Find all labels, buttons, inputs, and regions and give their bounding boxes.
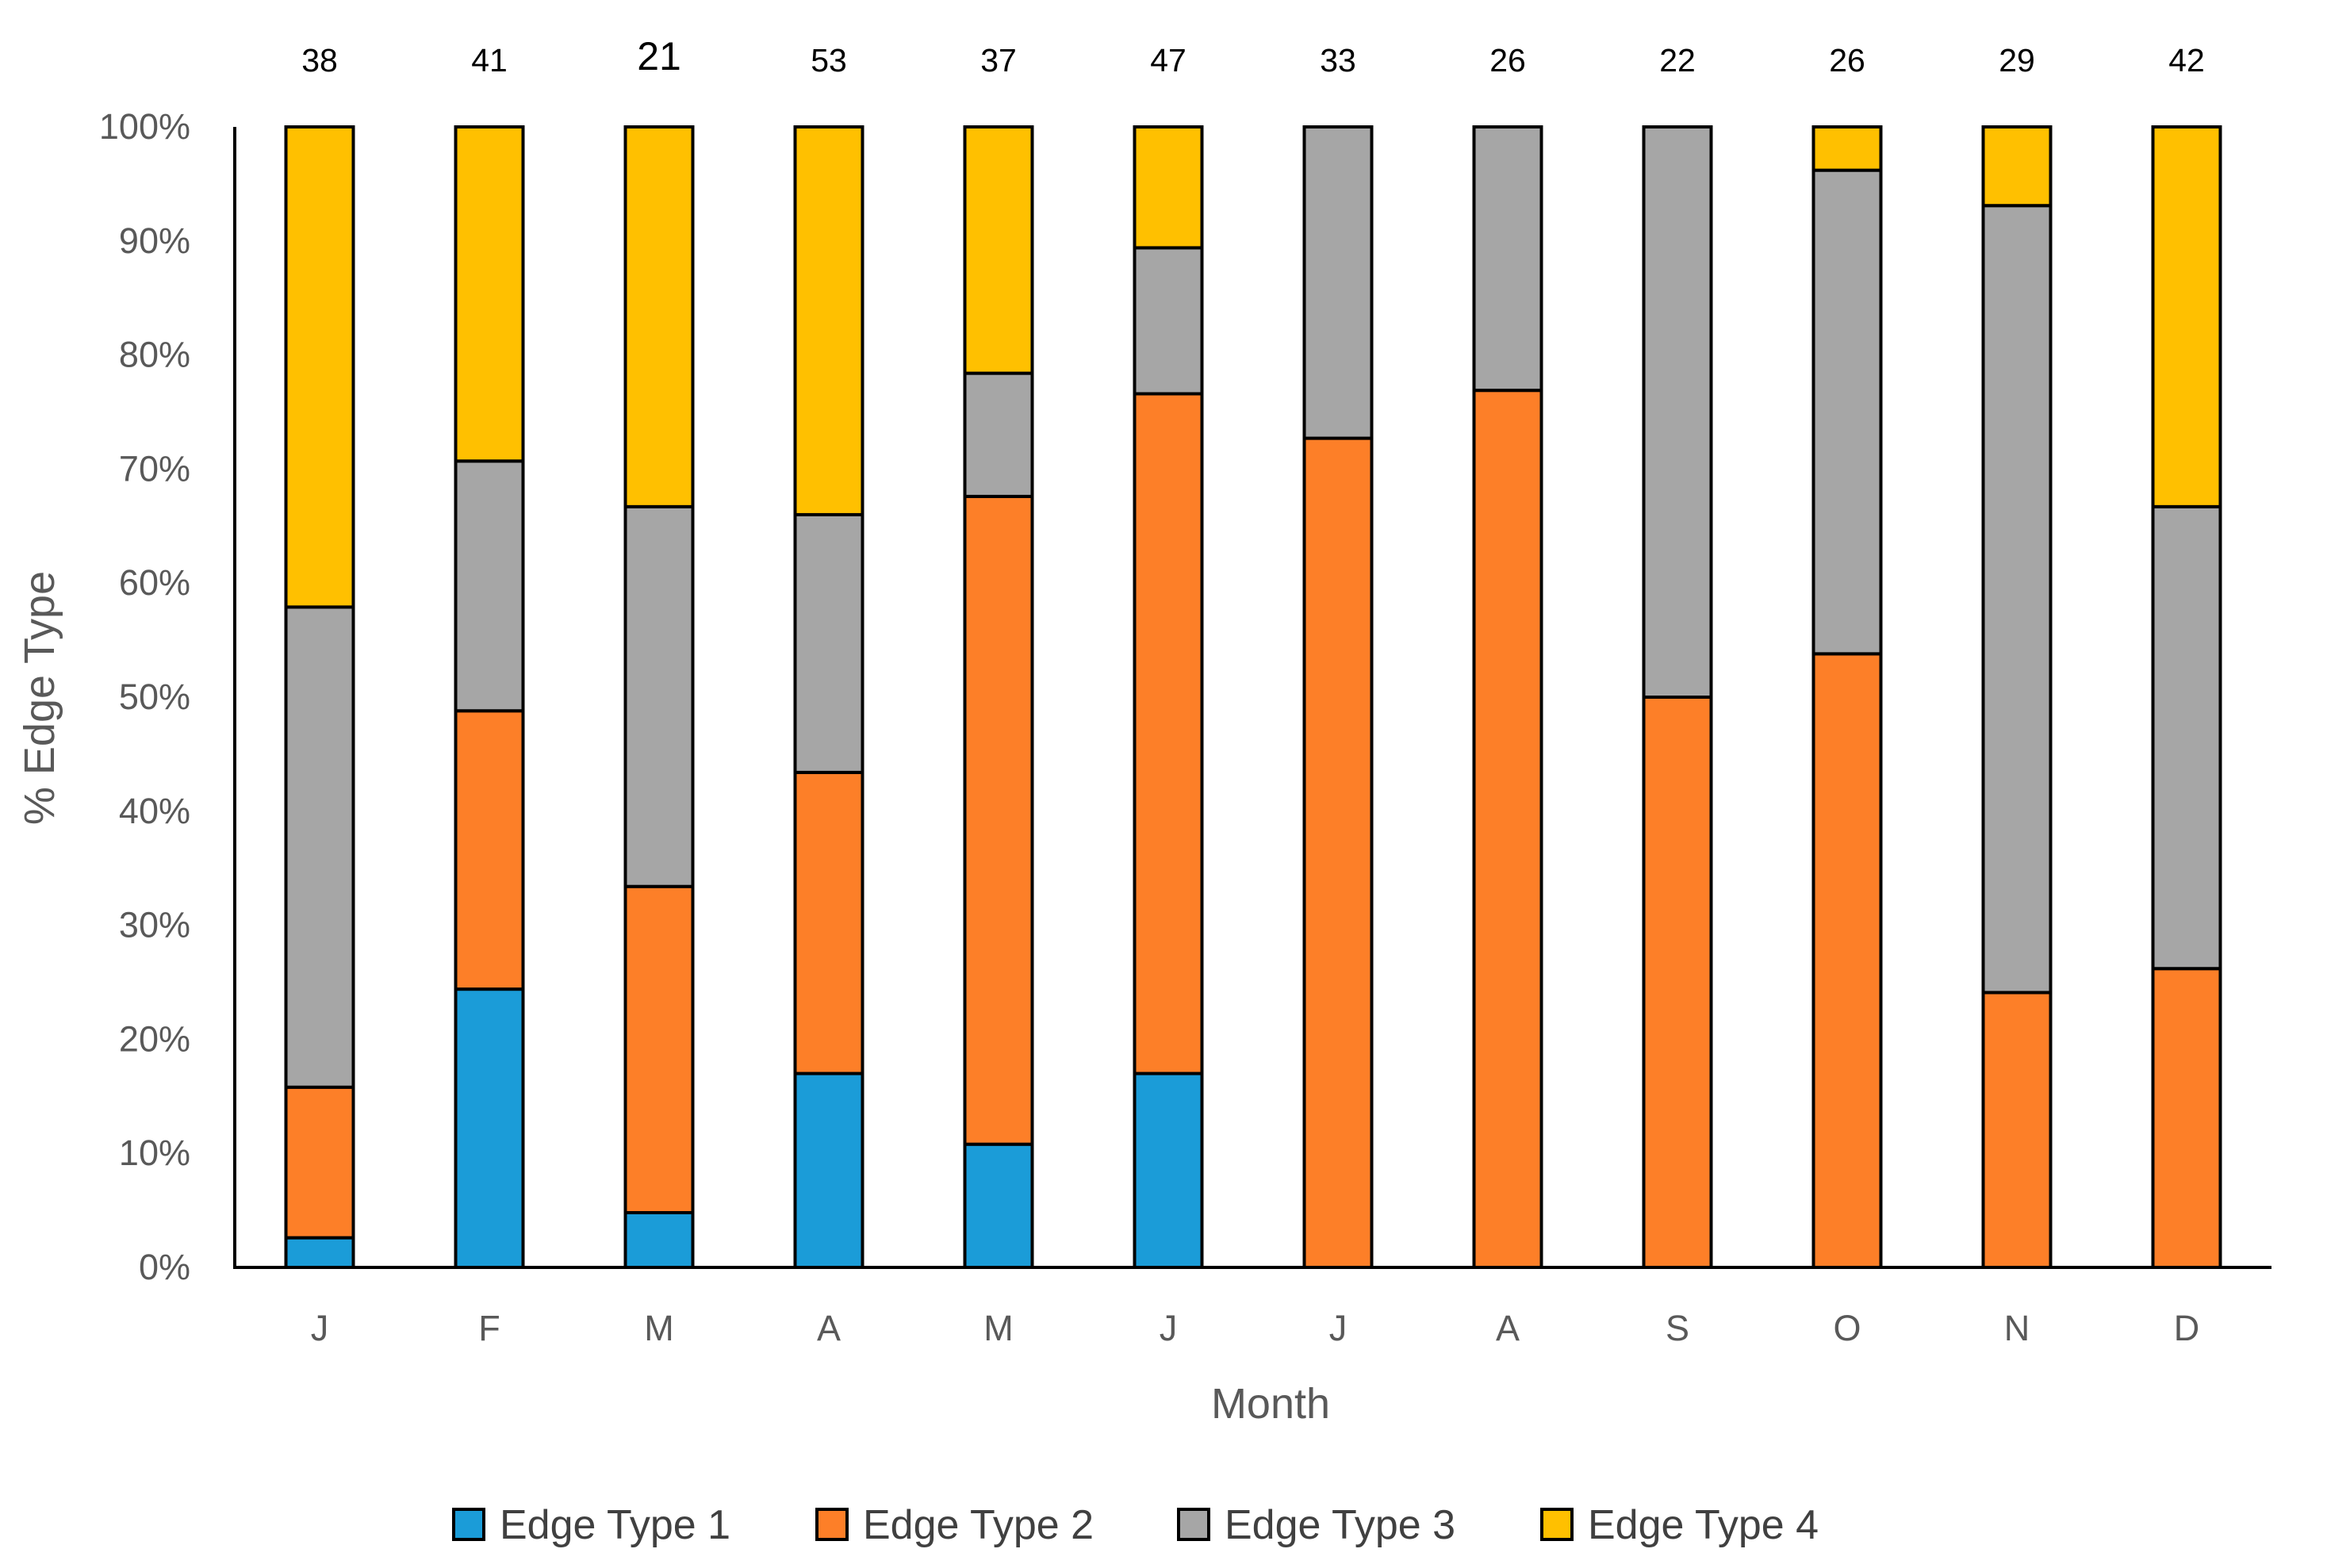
bar-segment-type-4 — [454, 125, 525, 463]
bar-segment-type-3 — [1472, 125, 1543, 393]
bar-segment-type-1 — [284, 1236, 355, 1270]
bar-segment-type-2 — [1472, 389, 1543, 1270]
bar-segment-type-2 — [793, 770, 864, 1075]
x-axis-title: Month — [1211, 1380, 1330, 1428]
y-tick-label: 100% — [99, 106, 190, 147]
x-tick-label: J — [1329, 1308, 1348, 1348]
legend-label-type-2: Edge Type 2 — [863, 1502, 1094, 1548]
sample-size-label: 26 — [1489, 42, 1526, 79]
sample-size-label: 38 — [301, 42, 338, 79]
y-tick-label: 30% — [119, 905, 190, 945]
bar-segment-type-1 — [454, 987, 525, 1270]
y-tick-label: 70% — [119, 448, 190, 489]
y-tick-label: 40% — [119, 791, 190, 831]
y-axis-title: % Edge Type — [16, 571, 63, 825]
legend-label-type-4: Edge Type 4 — [1588, 1502, 1819, 1548]
bar-segment-type-2 — [2151, 967, 2222, 1270]
y-tick-label: 50% — [119, 677, 190, 717]
bar-segment-type-2 — [1302, 436, 1374, 1269]
legend-swatch-type-1 — [452, 1508, 485, 1541]
bar-segment-type-4 — [1981, 125, 2053, 208]
bar-segment-type-2 — [963, 494, 1034, 1146]
sample-size-label: 22 — [1659, 42, 1696, 79]
sample-size-label: 53 — [811, 42, 847, 79]
y-tick-label: 10% — [119, 1133, 190, 1173]
bar-segment-type-4 — [1811, 125, 1883, 172]
x-tick-label: M — [644, 1308, 674, 1348]
x-tick-label: F — [478, 1308, 500, 1348]
bar-segment-type-1 — [623, 1210, 695, 1269]
bar-segment-type-2 — [1642, 696, 1713, 1269]
bar-segment-type-3 — [1302, 125, 1374, 440]
sample-size-label: 37 — [980, 42, 1017, 79]
x-tick-label: M — [983, 1308, 1014, 1348]
x-tick-label: D — [2174, 1308, 2200, 1348]
sample-size-label: 42 — [2168, 42, 2205, 79]
bar-segment-type-2 — [454, 709, 525, 991]
bar-segment-type-2 — [1811, 652, 1883, 1269]
bar-segment-type-3 — [963, 371, 1034, 498]
bars-group — [284, 125, 2222, 1270]
x-tick-label: A — [817, 1308, 841, 1348]
x-tick-label: J — [311, 1308, 329, 1348]
y-tick-label: 80% — [119, 335, 190, 375]
bar-segment-type-1 — [793, 1072, 864, 1270]
sample-size-label: 29 — [1999, 42, 2035, 79]
bar-segment-type-3 — [1811, 168, 1883, 656]
bar-segment-type-2 — [623, 884, 695, 1214]
x-tick-label: J — [1160, 1308, 1178, 1348]
bar-segment-type-2 — [1133, 392, 1204, 1075]
x-tick-label: O — [1833, 1308, 1861, 1348]
bar-segment-type-3 — [793, 512, 864, 774]
sample-size-label: 26 — [1829, 42, 1865, 79]
bar-segment-type-2 — [1981, 991, 2053, 1270]
sample-size-label: 41 — [471, 42, 508, 79]
sample-size-label: 47 — [1150, 42, 1187, 79]
y-tick-label: 0% — [139, 1247, 190, 1287]
sample-size-label: 33 — [1320, 42, 1356, 79]
bar-segment-type-4 — [963, 125, 1034, 375]
bar-segment-type-1 — [963, 1142, 1034, 1270]
bar-segment-type-4 — [1133, 125, 1204, 250]
legend-swatch-type-3 — [1177, 1508, 1210, 1541]
bar-segment-type-3 — [1981, 204, 2053, 995]
bar-segment-type-3 — [2151, 504, 2222, 971]
x-tick-label: A — [1496, 1308, 1520, 1348]
x-tick-label: N — [2004, 1308, 2030, 1348]
legend: Edge Type 1 Edge Type 2 Edge Type 3 Edge Ty… — [452, 1502, 1819, 1548]
sample-size-label: 21 — [637, 34, 681, 79]
bar-segment-type-4 — [284, 125, 355, 609]
bar-segment-type-4 — [2151, 125, 2222, 508]
y-tick-label: 20% — [119, 1018, 190, 1059]
sample-size-labels: 38 41 21 53 37 47 33 26 22 26 29 42 — [301, 34, 2205, 79]
legend-label-type-1: Edge Type 1 — [500, 1502, 730, 1548]
y-tick-label: 90% — [119, 220, 190, 261]
bar-segment-type-3 — [1642, 125, 1713, 699]
bar-segment-type-4 — [793, 125, 864, 516]
y-tick-label: 60% — [119, 562, 190, 603]
legend-swatch-type-2 — [815, 1508, 849, 1541]
legend-swatch-type-4 — [1540, 1508, 1574, 1541]
legend-label-type-3: Edge Type 3 — [1225, 1502, 1455, 1548]
bar-segment-type-3 — [1133, 246, 1204, 396]
x-tick-label: S — [1666, 1308, 1689, 1348]
bar-segment-type-3 — [454, 459, 525, 713]
bar-segment-type-1 — [1133, 1072, 1204, 1270]
bar-segment-type-3 — [623, 504, 695, 888]
bar-segment-type-2 — [284, 1085, 355, 1240]
y-axis-ticks: 0% 10% 20% 30% 40% 50% 60% 70% 80% 90% 100% — [99, 106, 190, 1287]
bar-segment-type-4 — [623, 125, 695, 508]
bar-segment-type-3 — [284, 605, 355, 1089]
